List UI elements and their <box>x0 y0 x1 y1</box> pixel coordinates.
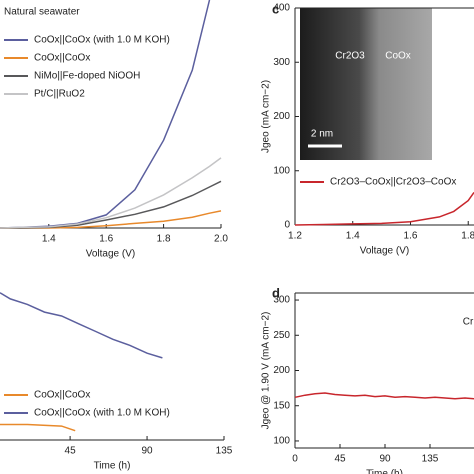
series-line <box>0 423 76 432</box>
y-tick-label: 150 <box>273 400 290 411</box>
annotation: Cr <box>463 317 474 328</box>
x-tick-label: 90 <box>141 446 153 457</box>
y-tick-label: 100 <box>273 165 290 176</box>
x-tick-label: 1.4 <box>42 234 56 245</box>
x-axis-label: Time (h) <box>94 461 131 472</box>
annotation: 2 nm <box>311 129 333 140</box>
y-tick-label: 300 <box>273 295 290 306</box>
x-tick-label: 135 <box>216 446 233 457</box>
legend-title: Natural seawater <box>4 7 80 18</box>
panel-letter: d <box>272 285 280 300</box>
legend-label: CoOx||CoOx <box>34 390 90 401</box>
x-axis-label: Voltage (V) <box>360 246 409 257</box>
x-axis-label: Time (h) <box>366 469 403 474</box>
legend-label: CoOx||CoOx (with 1.0 M KOH) <box>34 408 170 419</box>
series-line <box>294 392 474 400</box>
series-line <box>0 292 163 359</box>
x-tick-label: 1.8 <box>461 231 474 242</box>
x-tick-label: 1.6 <box>404 231 418 242</box>
series-line <box>0 157 222 229</box>
x-tick-label: 2.0 <box>214 234 228 245</box>
series-line <box>294 191 474 226</box>
inset-image <box>300 8 432 160</box>
y-tick-label: 200 <box>273 111 290 122</box>
y-tick-label: 100 <box>273 436 290 447</box>
y-axis-label: Jgeo (mA cm−2) <box>261 80 272 153</box>
annotation: CoOx <box>385 51 411 62</box>
y-tick-label: 0 <box>284 220 290 231</box>
x-tick-label: 45 <box>334 454 346 465</box>
x-axis-label: Voltage (V) <box>86 249 135 260</box>
y-tick-label: 200 <box>273 365 290 376</box>
x-tick-label: 135 <box>422 454 439 465</box>
series-line <box>0 180 222 229</box>
legend-label: CoOx||CoOx <box>34 53 90 64</box>
x-tick-label: 45 <box>65 446 77 457</box>
y-axis-label: Jgeo @ 1.90 V (mA cm−2) <box>261 312 272 430</box>
y-tick-label: 250 <box>273 330 290 341</box>
panel-letter: c <box>272 1 279 16</box>
legend-label: Pt/C||RuO2 <box>34 89 85 100</box>
x-tick-label: 1.8 <box>157 234 171 245</box>
x-tick-label: 90 <box>379 454 391 465</box>
y-tick-label: 400 <box>273 3 290 14</box>
x-tick-label: 1.2 <box>288 231 302 242</box>
x-tick-label: 1.6 <box>99 234 113 245</box>
x-tick-label: 1.4 <box>346 231 360 242</box>
legend-label: NiMo||Fe-doped NiOOH <box>34 71 140 82</box>
legend-label: Cr2O3–CoOx||Cr2O3–CoOx <box>330 177 456 188</box>
x-tick-label: 0 <box>292 454 298 465</box>
y-tick-label: 300 <box>273 57 290 68</box>
legend-label: CoOx||CoOx (with 1.0 M KOH) <box>34 35 170 46</box>
annotation: Cr2O3 <box>335 51 365 62</box>
